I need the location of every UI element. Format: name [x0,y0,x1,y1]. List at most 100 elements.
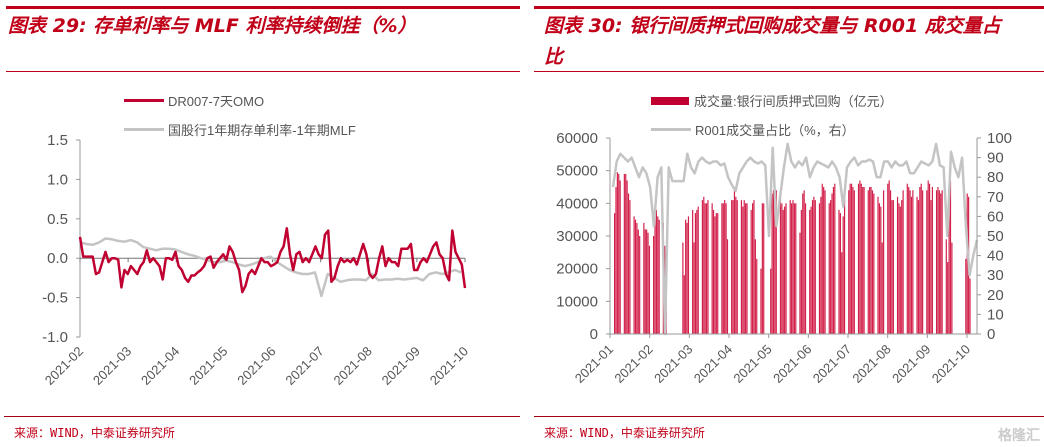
footer-rule [4,416,520,417]
volume-bar [888,180,890,334]
volume-bar [770,268,772,334]
volume-bar [658,219,660,334]
legend-swatch-gray-line [651,128,691,131]
volume-bar [838,209,840,334]
legend-item-r001: R001成交量占比（%，右） [651,120,855,139]
y-tick-label-left: 20000 [556,261,598,278]
volume-bar [966,193,968,334]
volume-bar [831,193,833,334]
x-tick-label: 2021-06 [234,344,278,388]
x-tick-label: 2021-04 [138,344,182,388]
volume-bar [859,180,861,334]
volume-bar [869,187,871,334]
legend-item-volume: 成交量:银行间质押式回购（亿元） [651,91,893,110]
volume-bar [655,209,657,334]
y-tick-label-right: 20 [987,287,1004,304]
volume-bar [745,203,747,334]
volume-bar [637,229,639,334]
series-line-dr007 [78,227,467,294]
volume-bar [881,242,883,334]
y-tick-label-left: 10000 [556,293,598,310]
volume-bar [733,187,736,334]
x-tick-label: 2021-07 [282,344,326,388]
y-tick-label-right: 90 [987,150,1004,167]
legend-item-cd-mlf: 国股行1年期存单利率-1年期MLF [124,120,356,139]
volume-bar [803,190,805,334]
volume-bar [753,200,755,334]
x-tick-label: 2021-08 [849,342,893,386]
top-rule [534,6,1044,9]
y-tick-label-left: 0 [590,326,598,343]
volume-bar [774,193,776,334]
x-tick-label: 2021-01 [572,342,616,386]
volume-bar [712,209,715,334]
source-note: 来源：WIND，中泰证券研究所 [14,426,175,440]
volume-bar [694,213,697,334]
volume-bar [779,190,782,334]
volume-bar [789,200,791,334]
volume-bar [832,187,835,334]
volume-bar [810,206,812,334]
series-line-r001-share [611,142,979,336]
volume-bar [814,200,816,334]
y-tick-label-right: 50 [987,228,1004,245]
volume-bar [785,203,787,334]
volume-bar [705,203,708,334]
x-tick-label: 2021-07 [810,342,854,386]
legend-label: R001成交量占比（%，右） [695,123,855,138]
volume-bar [625,173,627,334]
y-tick-label-right: 100 [987,130,1012,147]
volume-bar [850,183,853,334]
volume-bar [917,200,920,334]
volume-bar [711,203,713,334]
volume-bar [841,252,843,334]
volume-bar [782,209,784,334]
volume-bar [889,190,892,334]
y-tick-label-right: 30 [987,267,1004,284]
x-tick-label: 2021-05 [730,342,774,386]
x-tick-label: 2021-04 [691,342,735,386]
volume-bar [863,187,865,334]
volume-bar [715,213,717,334]
volume-bar [740,200,743,334]
y-tick-label-left: 50000 [556,163,598,180]
volume-bar [949,180,952,334]
volume-bar [743,200,745,334]
chart-panel-left: 图表 29: 存单利率与 MLF 利率持续倒挂（%） DR007-7天OMO 国… [0,0,520,447]
volume-bar [931,187,933,334]
volume-bar [927,180,929,334]
volume-bar [756,258,758,334]
volume-bar [871,190,874,334]
volume-bar [644,229,646,334]
volume-bar [754,239,756,334]
volume-bar [696,209,698,334]
volume-bar [697,206,699,334]
volume-bar [792,200,794,334]
legend-item-dr007: DR007-7天OMO [124,91,264,110]
volume-bar [937,187,939,334]
volume-bar [629,200,631,334]
x-tick-label: 2021-10 [427,344,471,388]
volume-bar [704,203,706,334]
volume-bar [965,258,967,334]
volume-bar [940,193,942,334]
volume-bar [623,173,625,334]
chart-title-line2: 比 [544,46,564,68]
volume-bar [692,209,694,334]
volume-bar [930,200,932,334]
volume-bar [947,262,949,334]
volume-bar [731,200,733,334]
chart-title-line1: 图表 30: 银行间质押式回购成交量与 R001 成交量占 [544,15,1001,37]
volume-bar [614,213,616,334]
volume-bar [877,196,879,334]
x-tick-label: 2021-06 [770,342,814,386]
volume-bar [908,187,910,334]
volume-bar [799,232,801,334]
volume-bar [945,239,947,334]
volume-bar [639,236,641,334]
volume-bar [896,196,899,334]
volume-bar [848,190,850,334]
volume-bar [849,183,851,334]
volume-bar [633,216,635,334]
volume-bar [732,200,734,334]
